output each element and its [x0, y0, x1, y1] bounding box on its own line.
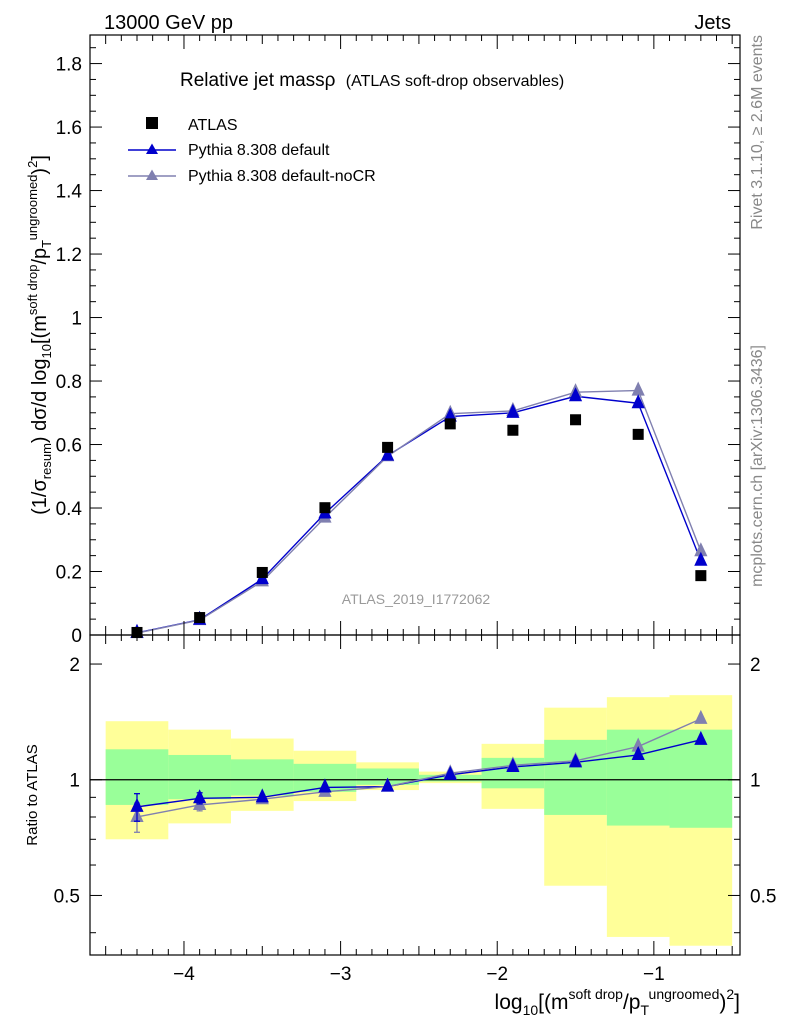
ratio-point-series-0: [694, 730, 708, 745]
y-axis-label-ratio: Ratio to ATLAS: [24, 744, 41, 845]
y-tick-label-ratio-left: 2: [69, 655, 80, 676]
y-tick-label-main: 0.6: [56, 436, 82, 457]
ratio-point-series-0: [130, 797, 144, 812]
x-tick-label: −3: [330, 964, 352, 985]
x-axis-label: log10[(msoft drop/pTungroomed)2]: [495, 986, 740, 1018]
legend-marker-default: [146, 143, 158, 154]
y-tick-label-main: 1.2: [56, 245, 82, 266]
data-point-atlas: [319, 502, 331, 514]
data-point-series-2: [631, 381, 645, 396]
legend-label-default: Pythia 8.308 default: [188, 142, 330, 159]
ratio-point-series-0: [318, 778, 332, 793]
y-tick-label-ratio-left: 1: [69, 771, 80, 792]
data-point-atlas: [632, 428, 644, 440]
y-tick-label-main: 0.4: [56, 499, 83, 520]
data-point-atlas: [444, 418, 456, 430]
data-point-series-1: [631, 394, 645, 409]
svg-text:(1/σresum) dσ/d log10[(msoft d: (1/σresum) dσ/d log10[(msoft drop/pTungr…: [25, 155, 54, 515]
ratio-point-series-0: [568, 753, 583, 768]
legend: ATLAS Pythia 8.308 default Pythia 8.308 …: [128, 117, 376, 185]
y-tick-label-main: 0.2: [56, 563, 82, 584]
data-point-series-2: [694, 542, 708, 557]
legend-marker-nocr: [146, 169, 158, 180]
uncertainty-band-stat: [356, 768, 419, 785]
y-tick-label-main: 1.4: [56, 182, 83, 203]
x-tick-label: −4: [173, 964, 195, 985]
y-tick-label-main: 1.6: [56, 118, 82, 139]
chart-title-main: Relative jet massρ: [180, 70, 336, 91]
x-tick-label: −2: [486, 964, 508, 985]
legend-label-atlas: ATLAS: [188, 117, 238, 134]
data-point-atlas: [507, 424, 519, 436]
rivet-version-label: Rivet 3.1.10, ≥ 2.6M events: [749, 35, 766, 230]
mcplots-label: mcplots.cern.ch [arXiv:1306.3436]: [749, 345, 766, 587]
ratio-point-series-0: [380, 777, 395, 792]
ratio-point-series-0: [506, 757, 520, 772]
ratio-point-series-1: [631, 737, 645, 752]
data-point-series-1: [380, 446, 395, 461]
ratio-panel-frame: [89, 634, 741, 956]
ratio-point-series-0: [443, 765, 457, 780]
data-point-atlas: [570, 414, 582, 426]
y-tick-label-ratio-right: 0.5: [750, 886, 776, 907]
y-tick-label-ratio-left: 0.5: [54, 886, 80, 907]
data-point-atlas: [382, 441, 394, 453]
y-tick-label-main: 0: [71, 626, 82, 647]
data-point-atlas: [695, 570, 707, 582]
y-axis-label-main: (1/σresum) dσ/d log10[(msoft drop/pTungr…: [25, 155, 54, 515]
y-tick-label-ratio-right: 2: [750, 655, 761, 676]
y-tick-label-main: 0.8: [56, 372, 82, 393]
ratio-point-series-0: [631, 745, 645, 761]
ratio-line-1: [136, 718, 702, 818]
ratio-point-series-0: [255, 788, 269, 803]
chart-subtitle: (ATLAS soft-drop observables): [346, 73, 564, 90]
uncertainty-band-stat: [669, 729, 733, 828]
analysis-watermark: ATLAS_2019_I1772062: [342, 591, 491, 607]
process-label: Jets: [694, 12, 731, 34]
data-point-series-1: [506, 403, 520, 418]
x-tick-label: −1: [643, 964, 665, 985]
ratio-point-series-0: [193, 789, 207, 804]
legend-label-nocr: Pythia 8.308 default-noCR: [188, 168, 376, 185]
legend-marker-atlas: [146, 117, 158, 129]
chart-title: Relative jet massρ (ATLAS soft-drop obse…: [180, 70, 564, 91]
energy-label: 13000 GeV pp: [104, 12, 233, 34]
data-point-series-1: [443, 407, 457, 422]
series-line-1: [136, 395, 702, 634]
data-point-atlas: [256, 566, 268, 578]
y-tick-label-main: 1: [71, 309, 82, 330]
ratio-line-0: [136, 739, 702, 808]
data-point-atlas: [194, 612, 206, 624]
y-tick-label-main: 1.8: [56, 55, 82, 76]
data-point-series-1: [568, 387, 583, 402]
series-line-2: [136, 389, 702, 634]
ratio-point-series-1: [694, 709, 708, 724]
uncertainty-band-stat: [544, 739, 607, 815]
y-tick-label-ratio-right: 1: [750, 771, 761, 792]
data-point-series-1: [694, 551, 708, 566]
